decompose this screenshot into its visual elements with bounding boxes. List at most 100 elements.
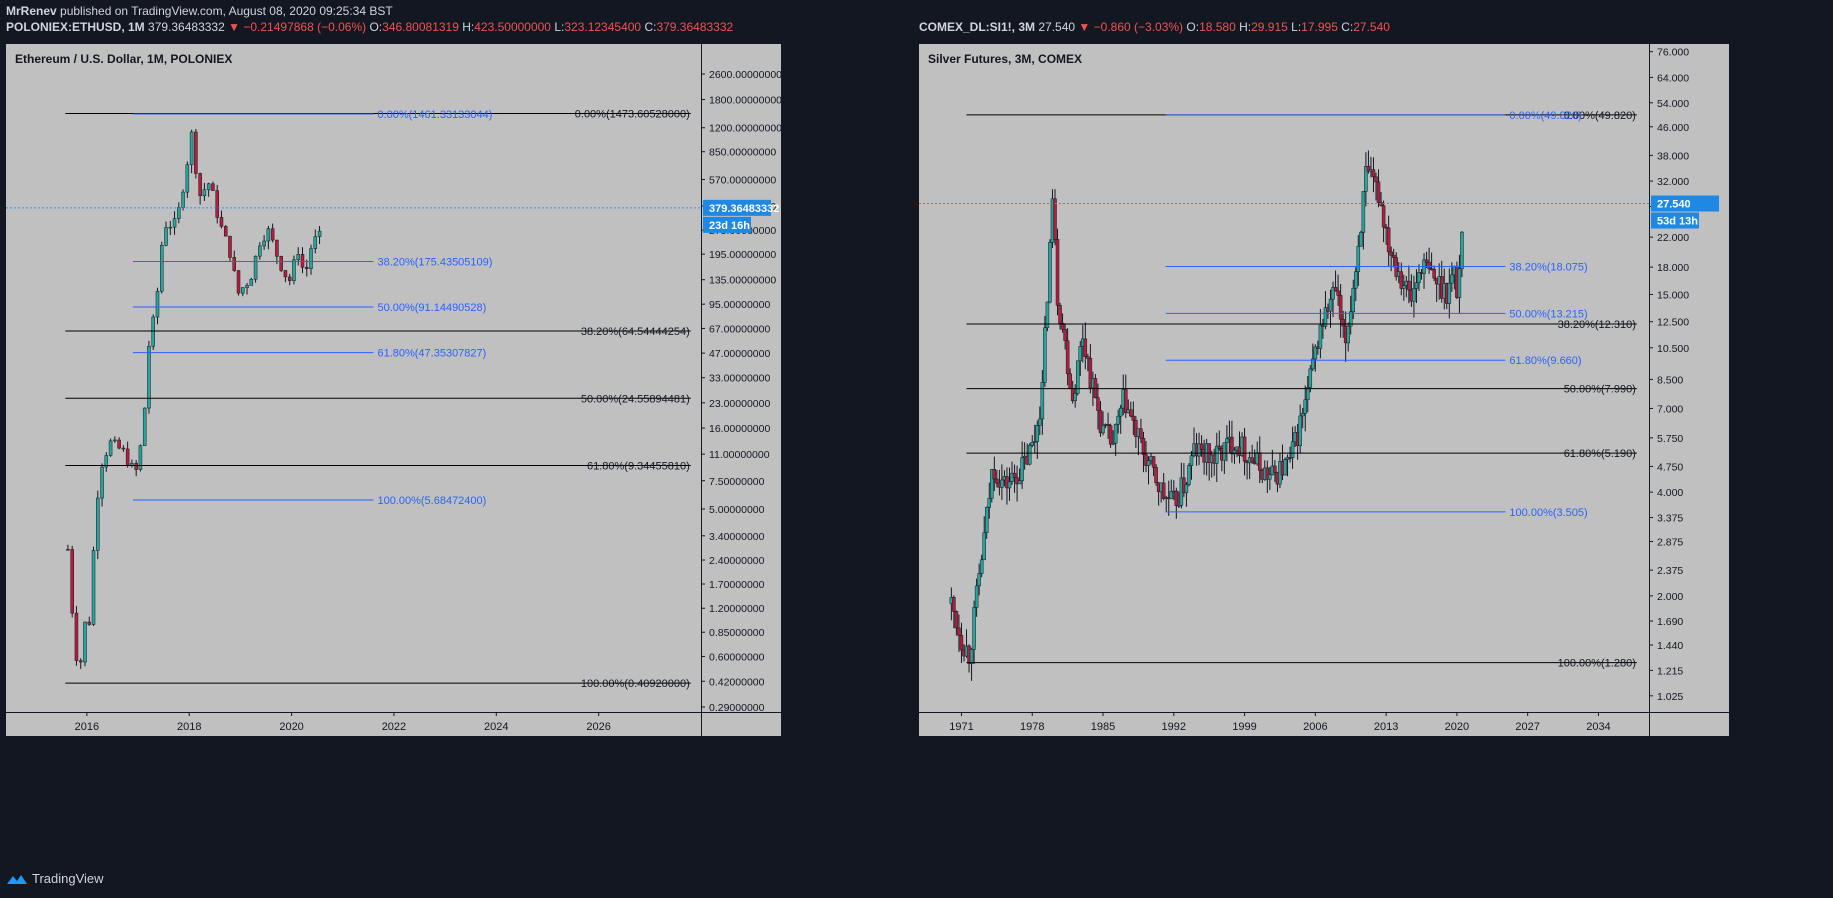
y-tick-label: 570.00000000 bbox=[709, 175, 776, 187]
candle-body bbox=[1450, 274, 1454, 284]
candle-body bbox=[270, 228, 275, 241]
axis-corner bbox=[1650, 713, 1729, 736]
candle-body bbox=[1364, 166, 1368, 192]
candle-body bbox=[992, 469, 997, 480]
x-tick-label: 2016 bbox=[75, 721, 99, 733]
candle-body bbox=[1068, 373, 1072, 389]
candle-body bbox=[147, 346, 151, 409]
y-tick-label: 2600.00000000 bbox=[709, 69, 782, 81]
fib-blue-label: 0.00%(1461.33133044) bbox=[377, 109, 492, 121]
y-tick-label: 1.20000000 bbox=[709, 603, 765, 615]
candle-body bbox=[258, 245, 262, 257]
candle-body bbox=[1053, 198, 1057, 240]
candle-body bbox=[1065, 340, 1070, 375]
candle-body bbox=[266, 228, 271, 242]
candle-body bbox=[215, 190, 219, 218]
fib-level-label: 61.80%(5.190) bbox=[1564, 448, 1636, 460]
x-tick-label: 2034 bbox=[1586, 721, 1610, 733]
candle-body bbox=[1063, 329, 1067, 341]
silver-chart[interactable]: 76.00064.00054.00046.00038.00032.00027.0… bbox=[919, 44, 1827, 862]
candle-body bbox=[1333, 287, 1338, 292]
candle-body bbox=[1414, 282, 1419, 289]
footer-brand[interactable]: TradingView bbox=[6, 871, 104, 886]
last-price-badge-text: 27.540 bbox=[1657, 199, 1691, 211]
candle-body bbox=[1290, 441, 1295, 458]
candle-body bbox=[219, 217, 224, 227]
eth-down-arrow-icon: ▼ bbox=[228, 20, 241, 34]
candle-body bbox=[198, 173, 202, 197]
fib-blue-label: 50.00%(91.14490528) bbox=[377, 302, 486, 314]
silver-symbol-info: COMEX_DL:SI1!, 3M 27.540 ▼ −0.860 (−3.03… bbox=[919, 20, 1390, 34]
candle-body bbox=[1242, 436, 1247, 462]
plot-area bbox=[919, 44, 1649, 712]
y-tick-label: 76.000 bbox=[1657, 47, 1689, 59]
y-tick-label: 7.000 bbox=[1657, 403, 1683, 415]
candle-body bbox=[87, 621, 91, 625]
x-tick-label: 1978 bbox=[1020, 721, 1044, 733]
candle-body bbox=[1007, 481, 1012, 489]
plot-area bbox=[6, 44, 701, 712]
candle-body bbox=[1106, 424, 1110, 426]
y-tick-label: 15.000 bbox=[1657, 289, 1689, 301]
y-tick-label: 195.00000000 bbox=[709, 249, 776, 261]
candle-body bbox=[1447, 282, 1452, 304]
candle-body bbox=[305, 267, 309, 269]
eth-chart[interactable]: 2600.00000000 1800.00000000 1200.00000000 8… bbox=[6, 44, 913, 862]
candle-body bbox=[249, 278, 254, 286]
x-tick-label: 2027 bbox=[1515, 721, 1539, 733]
candle-body bbox=[1323, 307, 1328, 327]
candle-body bbox=[1078, 346, 1083, 362]
y-tick-label: 1.215 bbox=[1657, 665, 1683, 677]
candle-body bbox=[1328, 298, 1333, 312]
candle-body bbox=[1086, 356, 1090, 359]
y-tick-label: 1200.00000000 bbox=[709, 123, 782, 135]
candle-body bbox=[1303, 399, 1307, 414]
candle-body bbox=[228, 235, 232, 258]
y-tick-label: 135.00000000 bbox=[709, 275, 776, 287]
candle-body bbox=[1257, 452, 1262, 471]
y-tick-label: 12.500 bbox=[1657, 317, 1689, 329]
countdown-badge-text: 53d 13h bbox=[1657, 216, 1698, 228]
candle-body bbox=[194, 131, 198, 174]
candle-body bbox=[1184, 484, 1189, 494]
candle-body bbox=[121, 447, 126, 450]
y-tick-label: 1.025 bbox=[1657, 691, 1683, 703]
candle-body bbox=[1058, 305, 1062, 324]
candle-body bbox=[164, 227, 168, 246]
candle-body bbox=[1366, 166, 1371, 172]
candle-body bbox=[206, 183, 211, 191]
candle-body bbox=[138, 445, 143, 470]
fib-level-label: 100.00%(1.280) bbox=[1558, 658, 1636, 670]
candle-body bbox=[979, 559, 984, 574]
candle-body bbox=[202, 189, 207, 197]
candle-body bbox=[74, 612, 79, 661]
fib-level-label: 100.00%(0.40920000) bbox=[581, 678, 690, 690]
candle-body bbox=[1146, 460, 1151, 466]
candle-body bbox=[1169, 491, 1174, 500]
candle-body bbox=[223, 226, 228, 237]
y-tick-label: 46.000 bbox=[1657, 122, 1689, 134]
x-tick-label: 1992 bbox=[1162, 721, 1186, 733]
candle-body bbox=[1412, 288, 1416, 302]
fib-blue-label: 61.80%(9.660) bbox=[1509, 355, 1581, 367]
candle-body bbox=[189, 131, 194, 165]
candle-body bbox=[1141, 437, 1146, 455]
candle-body bbox=[78, 660, 83, 663]
candle-body bbox=[245, 285, 249, 288]
candle-body bbox=[275, 239, 279, 257]
silver-open: 18.580 bbox=[1199, 20, 1236, 34]
candle-body bbox=[972, 607, 976, 650]
candle-body bbox=[1311, 358, 1315, 370]
x-tick-label: 2020 bbox=[279, 721, 303, 733]
author-name[interactable]: MrRenev bbox=[6, 4, 57, 18]
eth-symbol: POLONIEX:ETHUSD, 1M bbox=[6, 20, 145, 34]
candle-body bbox=[952, 597, 956, 612]
candle-body bbox=[300, 254, 305, 268]
y-tick-label: 4.750 bbox=[1657, 461, 1683, 473]
y-tick-label: 16.00000000 bbox=[709, 423, 770, 435]
y-tick-label: 1.440 bbox=[1657, 640, 1683, 652]
y-tick-label: 1.690 bbox=[1657, 616, 1683, 628]
candle-body bbox=[1336, 290, 1340, 296]
candle-body bbox=[181, 191, 185, 208]
candle-body bbox=[1035, 425, 1040, 442]
